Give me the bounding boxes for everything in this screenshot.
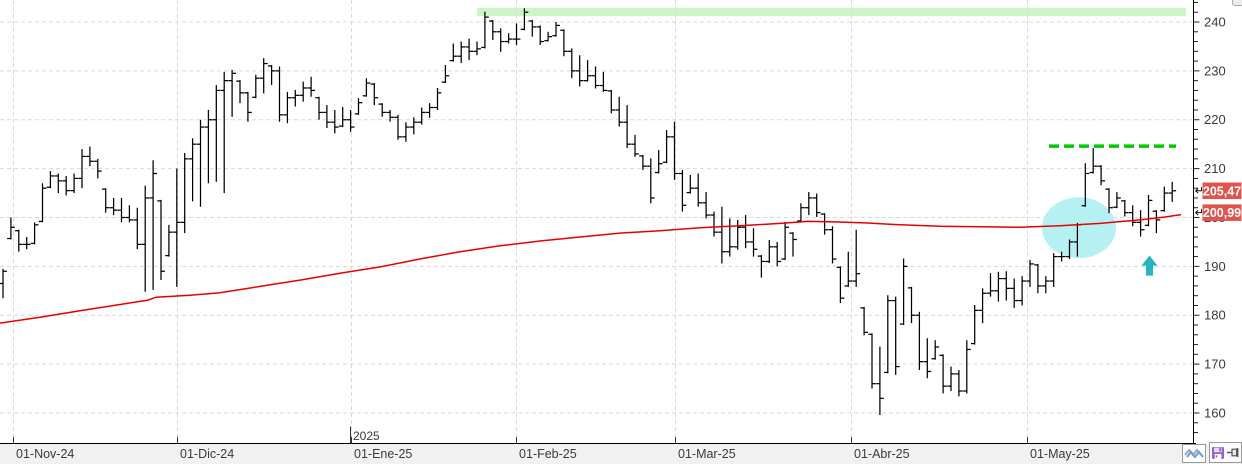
zigzag-icon: [1184, 448, 1204, 459]
price-axis-label: 160: [1204, 405, 1226, 420]
resistance-zone-band: [477, 7, 1186, 17]
time-axis-label: 01-Nov-24: [16, 447, 74, 461]
push-pin-icon: [1226, 448, 1239, 457]
grid: [0, 0, 1192, 443]
time-axis-label: 01-Abr-25: [854, 447, 910, 461]
price-axis-label: 170: [1204, 357, 1226, 372]
price-axis-label: 190: [1204, 259, 1226, 274]
pin-button[interactable]: [1226, 443, 1242, 462]
save-pin-toolbar: [1209, 442, 1242, 463]
time-axis[interactable]: 01-Nov-24 01-Dic-24 01-Ene-25 01-Feb-25 01-M…: [0, 426, 1242, 464]
price-axis-label: 220: [1204, 112, 1226, 127]
time-axis-label: 01-Dic-24: [180, 447, 234, 461]
year-label: 2025: [353, 429, 380, 443]
price-axis-label: 180: [1204, 308, 1226, 323]
floppy-disk-icon: [1211, 446, 1224, 459]
zigzag-toggle-button[interactable]: [1182, 444, 1206, 463]
highlight-ellipse: [1042, 197, 1116, 259]
up-arrow-annotation: [1141, 255, 1158, 276]
price-axis[interactable]: 160170180190200210220230240: [1193, 0, 1226, 444]
price-axis-label: 230: [1204, 63, 1226, 78]
time-axis-label: 01-Ene-25: [354, 447, 412, 461]
ohlc-bars: [0, 8, 1177, 415]
price-axis-label: 210: [1204, 161, 1226, 176]
moving-average-line: [0, 213, 1182, 324]
time-axis-label: 01-Feb-25: [519, 447, 577, 461]
last-price-label: 205,47: [1195, 182, 1242, 200]
save-button[interactable]: [1210, 443, 1226, 462]
ma-value-label: 200,99: [1195, 204, 1242, 221]
top-right-corner-chip: [1232, 0, 1242, 6]
svg-text:205,47: 205,47: [1203, 184, 1241, 198]
time-axis-label: 01-Mar-25: [678, 447, 736, 461]
price-axis-label: 240: [1204, 14, 1226, 29]
svg-text:200,99: 200,99: [1203, 206, 1241, 220]
time-axis-label: 01-May-25: [1030, 447, 1090, 461]
